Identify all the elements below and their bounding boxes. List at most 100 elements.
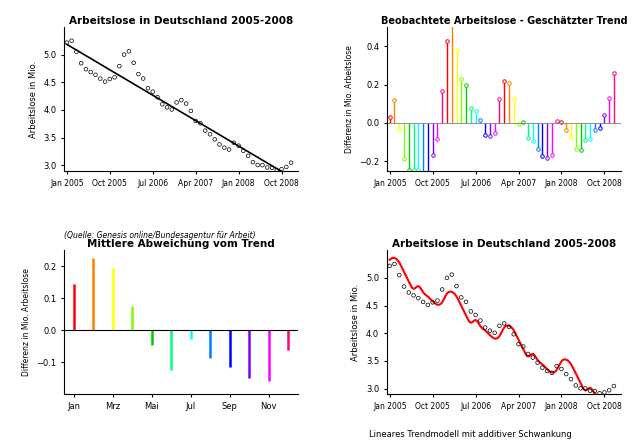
Point xyxy=(589,388,600,395)
Title: Beobachtete Arbeitslose - Geschätzter Trend: Beobachtete Arbeitslose - Geschätzter Tr… xyxy=(381,16,627,26)
Point xyxy=(575,385,586,392)
Point xyxy=(604,387,614,394)
Point xyxy=(484,327,495,334)
Point xyxy=(276,166,287,173)
Point xyxy=(566,375,576,383)
Point xyxy=(172,99,182,106)
Point xyxy=(181,100,191,107)
Point xyxy=(124,48,134,55)
Point xyxy=(214,141,225,148)
Point xyxy=(509,331,519,338)
Point xyxy=(133,70,143,78)
Point xyxy=(238,147,248,155)
Point xyxy=(547,369,557,376)
Point xyxy=(114,63,124,70)
Point xyxy=(105,75,115,82)
Point xyxy=(109,74,120,81)
Point xyxy=(281,164,291,171)
Point xyxy=(542,367,552,375)
Point xyxy=(191,117,201,125)
Point xyxy=(195,120,205,127)
Text: Lineares Trendmodell mit additiver Schwankung: Lineares Trendmodell mit additiver Schwa… xyxy=(369,430,572,439)
Point xyxy=(394,271,404,279)
Point xyxy=(399,283,409,290)
Point xyxy=(480,324,490,331)
Point xyxy=(504,323,514,330)
Point xyxy=(253,161,263,168)
Point xyxy=(162,104,172,111)
Point xyxy=(494,322,504,329)
Point xyxy=(186,108,196,115)
Point xyxy=(86,69,96,76)
Point xyxy=(385,263,395,270)
Point xyxy=(408,292,419,299)
Point xyxy=(119,51,129,58)
Point xyxy=(248,159,258,166)
Point xyxy=(228,139,239,146)
Point xyxy=(413,294,424,302)
Point xyxy=(428,299,438,306)
Point xyxy=(157,101,168,108)
Point xyxy=(243,152,253,159)
Point xyxy=(257,162,268,169)
Point xyxy=(556,366,566,373)
Point xyxy=(447,271,457,278)
Point xyxy=(200,127,211,134)
Point xyxy=(432,297,442,304)
Point xyxy=(143,85,153,92)
Y-axis label: Differenz in Mio. Arbeitslose: Differenz in Mio. Arbeitslose xyxy=(22,268,31,376)
Title: Arbeitslose in Deutschland 2005-2008: Arbeitslose in Deutschland 2005-2008 xyxy=(69,16,293,26)
Point xyxy=(456,294,467,301)
Point xyxy=(67,37,77,44)
Point xyxy=(90,71,100,78)
Point xyxy=(580,385,591,392)
Point xyxy=(210,136,220,143)
Point xyxy=(61,39,72,46)
Point xyxy=(537,364,547,371)
Point xyxy=(470,311,481,319)
Point xyxy=(466,308,476,315)
Title: Arbeitslose in Deutschland 2005-2008: Arbeitslose in Deutschland 2005-2008 xyxy=(392,239,616,250)
Point xyxy=(585,387,595,394)
Point xyxy=(499,320,509,327)
Point xyxy=(176,97,186,104)
Point xyxy=(490,329,500,336)
Point xyxy=(451,283,461,290)
Point xyxy=(219,144,229,151)
Point xyxy=(523,350,533,358)
Y-axis label: Arbeitslose in Mio.: Arbeitslose in Mio. xyxy=(29,60,38,138)
Point xyxy=(166,106,177,113)
Y-axis label: Arbeitslose in Mio.: Arbeitslose in Mio. xyxy=(351,284,360,361)
Point xyxy=(518,343,529,350)
Point xyxy=(404,289,414,296)
Point xyxy=(71,48,81,56)
Point xyxy=(423,302,433,309)
Point xyxy=(552,362,562,370)
Point xyxy=(205,131,215,138)
Y-axis label: Differenz in Mio. Arbeitslose: Differenz in Mio. Arbeitslose xyxy=(344,45,353,153)
Point xyxy=(129,59,139,66)
Point xyxy=(442,274,452,281)
Point xyxy=(262,164,273,171)
Point xyxy=(561,370,572,378)
Point xyxy=(595,390,605,397)
Point xyxy=(95,75,106,82)
Point xyxy=(571,382,581,389)
Text: (Quelle: Genesis online/Bundesagentur für Arbeit): (Quelle: Genesis online/Bundesagentur fü… xyxy=(64,231,256,240)
Point xyxy=(513,340,524,348)
Point xyxy=(267,164,277,172)
Point xyxy=(286,159,296,166)
Point xyxy=(389,260,399,267)
Point xyxy=(609,383,619,390)
Point xyxy=(599,389,609,396)
Point xyxy=(234,142,244,149)
Point xyxy=(81,65,91,73)
Title: Mittlere Abweichung vom Trend: Mittlere Abweichung vom Trend xyxy=(87,239,275,250)
Point xyxy=(437,286,447,293)
Point xyxy=(148,88,158,95)
Point xyxy=(461,298,471,306)
Point xyxy=(138,75,148,82)
Point xyxy=(76,60,86,67)
Point xyxy=(532,359,543,366)
Point xyxy=(476,317,486,324)
